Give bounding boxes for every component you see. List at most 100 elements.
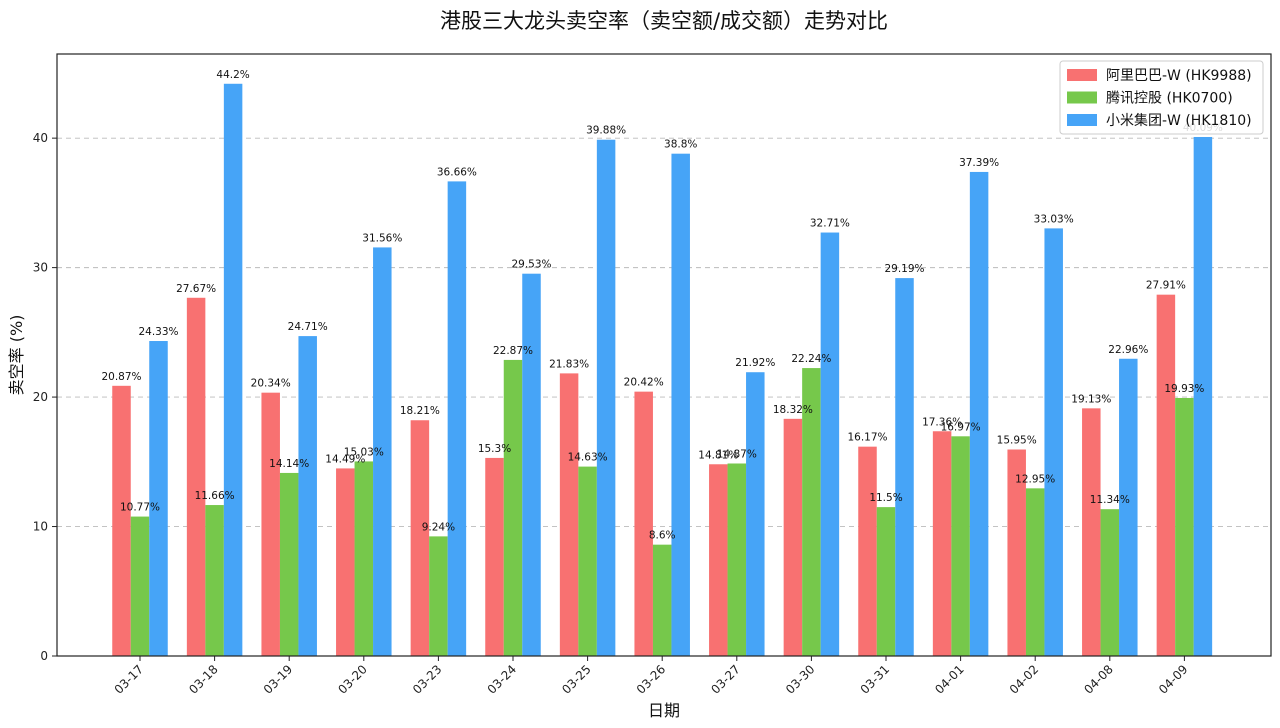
data-label: 19.13% [1071, 393, 1111, 405]
bar [261, 392, 280, 656]
data-label: 31.56% [362, 232, 402, 244]
data-label: 14.87% [717, 448, 757, 460]
data-label: 15.3% [478, 443, 511, 455]
bar [279, 472, 299, 656]
bar [578, 466, 597, 656]
data-label: 21.92% [735, 357, 775, 369]
data-label: 14.63% [568, 452, 608, 464]
x-tick-label: 03-27 [708, 662, 743, 697]
bar [1082, 408, 1101, 656]
data-label: 11.34% [1090, 494, 1130, 506]
data-label: 24.33% [138, 326, 178, 338]
x-tick-label: 03-23 [410, 662, 445, 697]
bar [1175, 397, 1194, 656]
bar [149, 341, 168, 656]
data-label: 16.97% [941, 421, 981, 433]
bar [1025, 488, 1045, 656]
bar [1044, 228, 1063, 656]
bar [298, 336, 317, 656]
bar [969, 171, 989, 656]
bar [130, 516, 150, 656]
bar [503, 359, 523, 656]
legend-swatch [1067, 69, 1097, 81]
data-label: 38.8% [664, 139, 697, 151]
legend-label: 阿里巴巴-W (HK9988) [1106, 68, 1252, 84]
legend-swatch [1067, 91, 1097, 104]
data-label: 22.96% [1108, 344, 1148, 356]
data-label: 14.81% [698, 449, 738, 461]
legend-label: 小米集团-W (HK1810) [1106, 112, 1252, 129]
bar [858, 446, 877, 656]
bar [671, 153, 690, 656]
data-label: 11.5% [869, 492, 902, 504]
legend-box [1059, 60, 1264, 135]
data-label: 15.95% [997, 435, 1037, 447]
x-tick-label: 03-26 [634, 662, 669, 697]
bar [205, 505, 224, 656]
bar [652, 544, 672, 656]
data-label: 12.95% [1015, 473, 1055, 485]
data-label: 18.21% [400, 405, 440, 417]
bar [1100, 509, 1120, 656]
chart-title: 港股三大龙头卖空率（卖空额/成交额）走势对比 [440, 9, 888, 33]
data-label: 19.93% [1164, 383, 1204, 395]
x-tick-label: 04-09 [1156, 662, 1191, 697]
bar [429, 536, 448, 656]
bar [354, 461, 374, 656]
bar [932, 431, 952, 656]
data-label: 17.36% [922, 416, 962, 428]
data-label: 33.03% [1034, 213, 1074, 225]
bar [373, 247, 392, 656]
data-label: 27.91% [1146, 280, 1186, 292]
y-tick-label: 20 [33, 390, 48, 404]
bar [634, 391, 653, 656]
legend-swatch [1067, 114, 1097, 126]
x-tick-label: 04-02 [1007, 662, 1042, 697]
bars [112, 83, 1213, 657]
x-tick-label: 04-01 [932, 662, 967, 697]
bar [802, 368, 821, 656]
grid-lines [57, 137, 1271, 527]
data-label: 8.6% [649, 530, 676, 542]
x-tick-label: 03-19 [261, 662, 296, 697]
data-label: 21.83% [549, 358, 589, 370]
bar [186, 297, 206, 656]
bar [1156, 294, 1176, 656]
bar [596, 139, 616, 656]
y-axis-label: 卖空率 (%) [7, 315, 26, 396]
bar [746, 372, 765, 656]
data-label: 22.24% [791, 353, 831, 365]
data-label: 20.42% [624, 377, 664, 389]
bar [559, 373, 579, 656]
bar [112, 385, 131, 656]
bar [485, 457, 504, 656]
x-tick-label: 03-30 [783, 662, 818, 697]
y-tick-label: 10 [33, 520, 48, 534]
data-label: 15.03% [344, 446, 384, 458]
data-label: 20.87% [101, 371, 141, 383]
data-label: 10.77% [120, 502, 160, 514]
plot-frame [56, 53, 1272, 657]
data-label: 14.49% [325, 453, 365, 465]
bar [951, 436, 970, 656]
data-label: 36.66% [437, 166, 477, 178]
data-label: 18.32% [773, 404, 813, 416]
bar [820, 232, 840, 656]
bar [1119, 358, 1138, 656]
bar [336, 468, 355, 656]
data-label: 16.17% [847, 432, 887, 444]
x-axis-label: 日期 [648, 701, 680, 720]
data-label: 14.14% [269, 458, 309, 470]
bar [876, 507, 896, 656]
legend-label: 腾讯控股 (HK0700) [1106, 90, 1233, 107]
x-tick-label: 03-18 [186, 662, 221, 697]
x-tick-label: 03-24 [485, 662, 520, 697]
bar [447, 181, 467, 656]
x-tick-label: 04-08 [1081, 662, 1116, 697]
legend: 阿里巴巴-W (HK9988) 腾讯控股 (HK0700) 小米集团-W (HK18… [1059, 60, 1264, 135]
bar [522, 273, 541, 656]
x-tick-label: 03-20 [335, 662, 370, 697]
bar [410, 420, 430, 656]
data-label: 9.24% [422, 521, 455, 533]
data-label: 29.19% [884, 263, 924, 275]
